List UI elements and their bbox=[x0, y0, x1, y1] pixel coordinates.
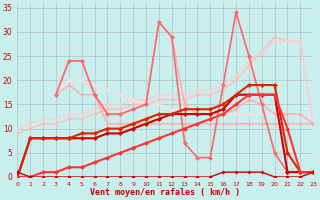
X-axis label: Vent moyen/en rafales ( km/h ): Vent moyen/en rafales ( km/h ) bbox=[90, 188, 240, 197]
